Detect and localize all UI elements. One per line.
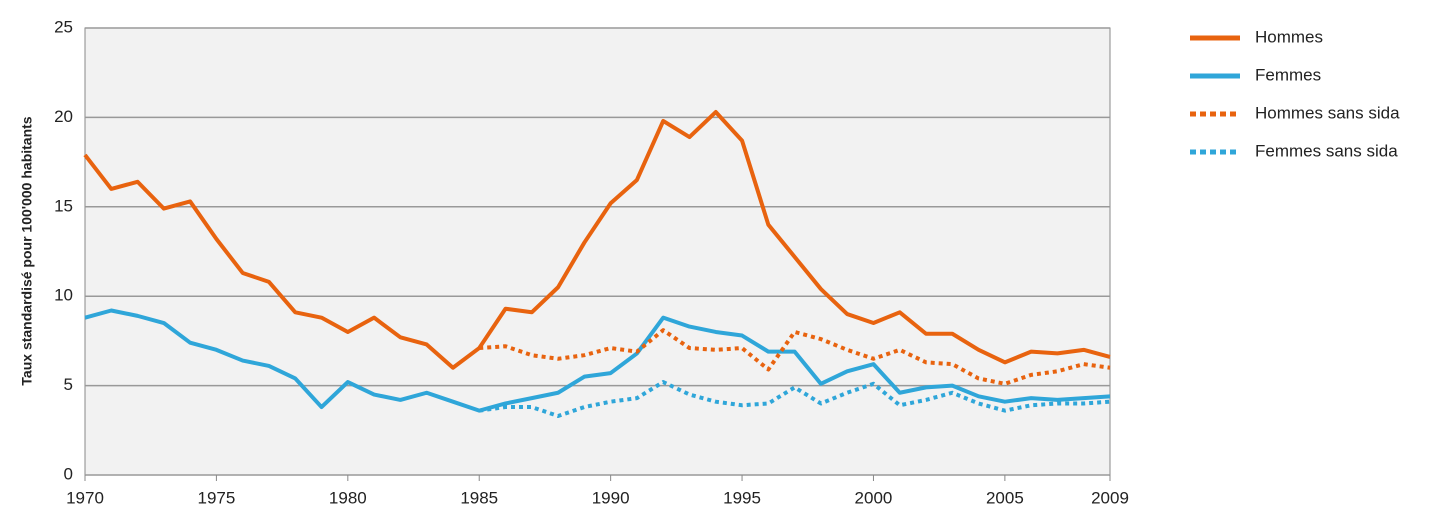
y-tick-label: 25 [54,17,73,36]
x-tick-label: 2005 [986,488,1024,507]
y-tick-label: 5 [64,375,73,394]
x-tick-label: 1975 [197,488,235,507]
plot-area [84,27,1111,476]
x-tick-label: 1980 [329,488,367,507]
line [84,308,1111,413]
y-tick-label: 15 [54,196,73,215]
y-tick-label: 10 [54,286,73,305]
legend-label: Hommes [1255,27,1323,46]
line [478,380,1111,418]
x-tick-label: 1985 [460,488,498,507]
x-tick-label: 1990 [592,488,630,507]
line [479,328,1111,386]
x-tick-label: 1995 [723,488,761,507]
y-tick-label: 20 [54,107,73,126]
y-axis-label: Taux standardisé pour 100'000 habitants [19,116,35,385]
legend-label: Hommes sans sida [1255,103,1400,122]
x-tick-label: 1970 [66,488,104,507]
x-tick-label: 2000 [855,488,893,507]
line [83,110,1111,370]
x-tick-label: 2009 [1091,488,1129,507]
legend-label: Femmes sans sida [1255,141,1398,160]
y-tick-label: 0 [64,464,73,483]
legend-label: Femmes [1255,65,1321,84]
